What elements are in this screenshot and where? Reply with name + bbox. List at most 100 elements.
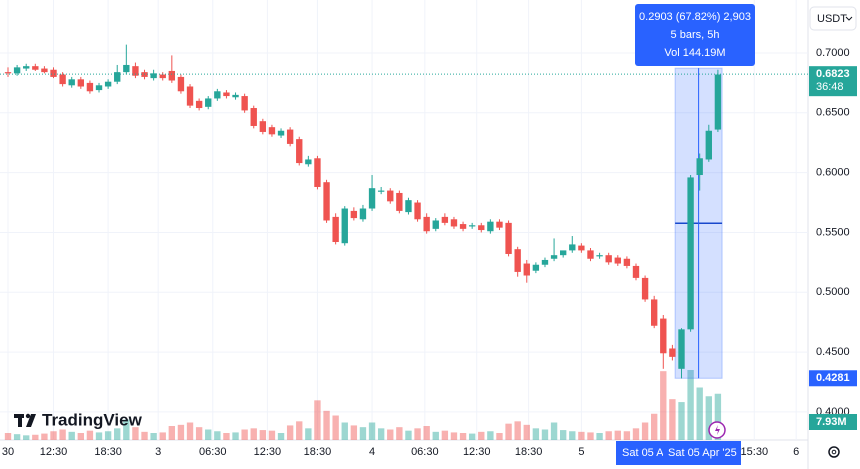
volume-bar: [432, 431, 439, 440]
volume-bar: [541, 429, 549, 440]
x-tick-label: 06:30: [411, 446, 439, 458]
candle-body: [13, 67, 21, 74]
candle-body: [132, 66, 139, 76]
candle-body: [350, 210, 358, 219]
volume-bar: [223, 433, 230, 440]
candle-body: [305, 159, 312, 165]
x-tick-label: 12:30: [40, 446, 68, 458]
y-tick-label: 0.5000: [816, 286, 850, 298]
candle-body: [559, 250, 567, 256]
currency-label[interactable]: USDT: [817, 13, 847, 25]
candle-body: [323, 182, 330, 221]
volume-bar: [459, 433, 467, 440]
volume-bar: [86, 430, 94, 440]
candle-body: [159, 74, 166, 79]
candle-body: [632, 265, 640, 278]
volume-bar: [487, 431, 494, 440]
volume-bar: [660, 371, 667, 440]
candle-body: [641, 277, 649, 300]
candle-body: [168, 70, 176, 81]
candle-body: [286, 129, 294, 144]
candle-body: [86, 82, 94, 92]
volume-bar: [77, 433, 85, 440]
volume-bar: [150, 433, 157, 440]
candle-body: [50, 69, 57, 77]
candle-body: [177, 76, 185, 92]
volume-bar: [259, 430, 267, 440]
candle-body: [232, 94, 239, 98]
logo-text: TradingView: [42, 410, 143, 429]
crosshair-box: [663, 441, 741, 465]
volume-bar: [377, 428, 385, 440]
candle-body: [150, 73, 157, 79]
candle-body: [250, 108, 257, 126]
countdown-label: 36:48: [816, 81, 844, 93]
candle-body: [505, 222, 512, 254]
x-tick-label: 18:30: [515, 446, 543, 458]
volume-bar: [323, 410, 330, 440]
currency-box[interactable]: [809, 6, 857, 31]
alert-icon[interactable]: [715, 425, 720, 435]
candle-body: [341, 208, 348, 244]
x-tick-label: 30: [2, 446, 14, 458]
volume-bar: [168, 426, 176, 440]
volume-bar: [414, 428, 421, 440]
volume-bar: [605, 431, 612, 440]
dropdown-arrow[interactable]: [845, 16, 853, 21]
volume-bar: [651, 413, 658, 440]
candle-body: [95, 85, 103, 91]
last-price-box: [809, 66, 857, 97]
candle-body: [214, 91, 221, 99]
volume-bar: [368, 422, 376, 440]
candle-body: [487, 221, 494, 232]
x-tick-label: 3: [155, 446, 161, 458]
volume-bar: [678, 402, 685, 440]
candle-body: [514, 249, 521, 272]
candle-body: [523, 263, 530, 276]
volume-bar: [396, 427, 403, 440]
candle-body: [651, 299, 658, 326]
candle-body: [614, 257, 621, 264]
candle-body: [296, 139, 303, 164]
candle-body: [623, 258, 631, 266]
volume-bar: [59, 429, 66, 440]
candle-body: [532, 264, 540, 271]
candle-body: [550, 255, 558, 259]
volume-bar: [687, 370, 694, 440]
candle-body: [123, 64, 130, 73]
volume-bar: [587, 432, 594, 440]
x-tick-label: 12:30: [463, 446, 491, 458]
volume-bar: [523, 424, 530, 440]
candle-body: [596, 255, 603, 257]
tooltip-bars: 5 bars, 5h: [671, 29, 720, 41]
y-tick-label: 0.6000: [816, 167, 850, 179]
currency-button[interactable]: USDT: [809, 6, 857, 31]
volume-bar: [514, 421, 521, 440]
volume-bar: [632, 428, 640, 440]
candle-body: [450, 219, 458, 227]
volume-bar: [641, 422, 649, 440]
volume-bar: [623, 431, 631, 440]
volume-bar: [296, 421, 303, 440]
crosshair-box: [616, 441, 666, 465]
candle-body: [277, 130, 285, 136]
measure-low-box: [809, 370, 857, 387]
volume-bar: [232, 432, 239, 440]
candle-body: [396, 192, 403, 211]
last-volume-label: 7.93M: [816, 416, 847, 428]
candle-body: [432, 220, 439, 229]
volume-bar: [468, 433, 476, 440]
candle-body: [359, 208, 367, 220]
candle-body: [77, 79, 85, 87]
tooltip-change: 0.2903 (67.82%) 2,903: [639, 11, 751, 23]
volume-bar: [250, 428, 257, 440]
candle-body: [478, 225, 485, 231]
volume-bar: [114, 428, 121, 440]
settings-icon[interactable]: [828, 446, 840, 458]
volume-bar: [569, 431, 576, 440]
gear[interactable]: [831, 449, 837, 455]
volume-bar: [177, 424, 185, 440]
gear[interactable]: [828, 446, 840, 458]
last-volume-box: [809, 414, 857, 430]
candle-body: [186, 86, 194, 106]
